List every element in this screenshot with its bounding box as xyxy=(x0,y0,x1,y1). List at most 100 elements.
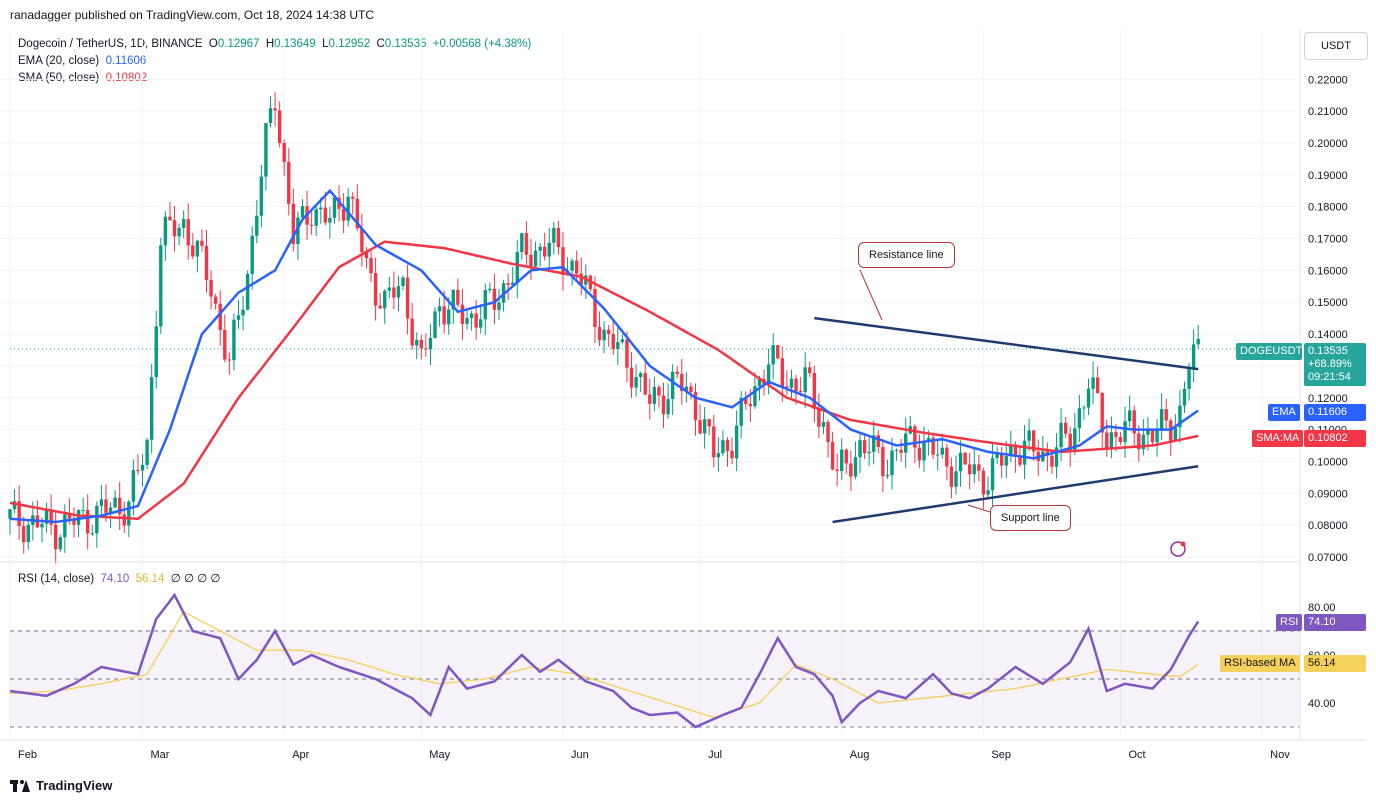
candle-body xyxy=(945,447,949,467)
candle-body xyxy=(1009,444,1013,457)
candle-body xyxy=(1187,368,1191,389)
candle-body xyxy=(492,288,497,310)
candle-body xyxy=(177,227,181,237)
change-value: +0.00568 (+4.38%) xyxy=(432,38,532,50)
candle-body xyxy=(200,240,204,246)
candle-body xyxy=(1109,432,1114,448)
sma-row[interactable]: SMA (50, close) 0.10802 xyxy=(18,70,531,87)
ema-row[interactable]: EMA (20, close) 0.11606 xyxy=(18,53,531,70)
candle-body xyxy=(40,523,44,528)
candle-body xyxy=(63,514,67,538)
candle-body xyxy=(1100,392,1104,433)
candle-body xyxy=(17,501,21,527)
candle-body xyxy=(447,309,451,325)
candle-body xyxy=(437,306,442,312)
tradingview-brand[interactable]: TradingView xyxy=(10,778,112,793)
candle-body xyxy=(625,339,629,368)
month-tick-label: Aug xyxy=(850,749,870,761)
rsi-ma-line xyxy=(9,610,1199,719)
candle-body xyxy=(108,507,113,513)
candle-body xyxy=(593,289,597,328)
sma-tag-value: 0.10802 xyxy=(1308,432,1348,444)
month-tick-label: Apr xyxy=(292,749,309,761)
candle-body xyxy=(309,224,314,226)
candle-body xyxy=(995,453,999,459)
candle-body xyxy=(209,280,213,297)
candle-body xyxy=(181,219,186,228)
rsi-tag: RSI xyxy=(1276,614,1303,631)
candle-body xyxy=(776,345,780,359)
ohlc-row: Dogecoin / TetherUS, 1D, BINANCE O0.1296… xyxy=(18,36,531,53)
candle-body xyxy=(405,277,410,319)
candle-body xyxy=(1063,422,1068,434)
candle-body xyxy=(606,329,611,335)
candle-body xyxy=(250,235,254,275)
candle-body xyxy=(648,394,652,404)
candle-body xyxy=(1137,433,1141,450)
symbol-label[interactable]: Dogecoin / TetherUS, 1D, BINANCE xyxy=(18,38,203,50)
candle-body xyxy=(328,217,332,223)
rsi-legend-value: 74.10 xyxy=(100,573,130,585)
candle-body xyxy=(1146,429,1150,435)
close-value: 0.13535 xyxy=(384,38,427,50)
candle-body xyxy=(1182,388,1187,406)
candle-body xyxy=(154,326,158,378)
candle-body xyxy=(1123,421,1127,443)
alert-icon xyxy=(1170,541,1186,557)
candle-body xyxy=(255,215,259,236)
candle-body xyxy=(702,419,707,434)
candle-body xyxy=(968,464,972,475)
candle-body xyxy=(524,233,529,255)
last-price-symbol: DOGEUSDT xyxy=(1240,345,1303,357)
candle-body xyxy=(780,358,785,387)
candle-body xyxy=(840,449,844,472)
tradingview-logo-icon xyxy=(10,779,30,792)
candle-body xyxy=(172,220,177,237)
month-tick-label: Jul xyxy=(708,749,722,761)
resistance-callout: Resistance line xyxy=(858,242,955,268)
price-tick-label: 0.14000 xyxy=(1308,329,1348,341)
candle-body xyxy=(287,162,291,204)
ema-value: 0.11606 xyxy=(105,55,147,67)
candle-body xyxy=(369,258,373,274)
candle-body xyxy=(95,505,99,534)
candle-body xyxy=(533,250,538,267)
candle-body xyxy=(872,435,876,452)
candle-body xyxy=(479,319,483,328)
candle-body xyxy=(766,364,771,386)
candle-body xyxy=(657,386,661,396)
candle-body xyxy=(881,447,885,477)
candle-body xyxy=(954,471,958,487)
price-tick-label: 0.08000 xyxy=(1308,520,1348,532)
price-tick-label: 0.22000 xyxy=(1308,74,1348,86)
high-label: H xyxy=(265,38,275,50)
candle-body xyxy=(264,123,268,177)
candle-body xyxy=(401,277,405,287)
candle-body xyxy=(419,339,423,349)
resistance-line xyxy=(814,316,1199,371)
candle-body xyxy=(314,209,318,226)
candle-body xyxy=(1132,410,1136,434)
candle-body xyxy=(136,470,140,472)
rsi-legend[interactable]: RSI (14, close) 74.10 56.14 ∅ ∅ ∅ ∅ xyxy=(18,571,220,585)
candle-body xyxy=(1050,455,1054,467)
sma-tag-label: SMA:MA xyxy=(1256,432,1300,444)
candle-body xyxy=(675,371,679,374)
candle-body xyxy=(1082,407,1086,409)
candle-body xyxy=(506,283,510,285)
candle-body xyxy=(634,377,638,388)
candle-body xyxy=(794,378,798,391)
currency-button[interactable]: USDT xyxy=(1304,32,1368,60)
candle-body xyxy=(8,509,12,519)
candle-body xyxy=(757,379,762,387)
candle-body xyxy=(259,176,264,216)
candle-body xyxy=(497,302,501,310)
candle-body xyxy=(1178,405,1182,428)
candle-body xyxy=(131,470,136,502)
candle-body xyxy=(940,447,944,455)
candle-body xyxy=(1118,436,1123,443)
candle-body xyxy=(547,242,551,257)
month-tick-label: Jun xyxy=(571,749,589,761)
candle-body xyxy=(191,245,195,257)
